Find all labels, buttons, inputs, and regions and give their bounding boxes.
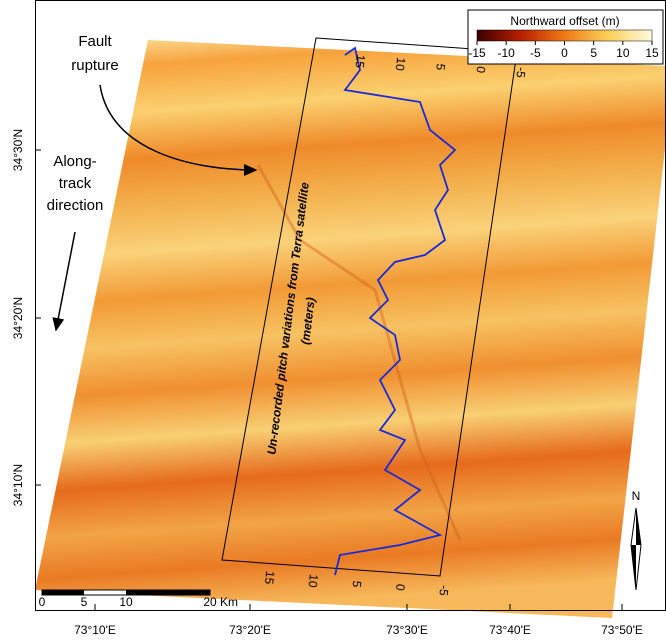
scale-bar-unit: Km <box>220 595 238 609</box>
colorbar-title: Northward offset (m) <box>510 14 619 28</box>
profile-tick-label: -5 <box>513 66 528 79</box>
scale-bar-segment <box>42 590 84 595</box>
colorbar-tick-label: -15 <box>468 46 486 60</box>
offset-image <box>35 40 666 618</box>
colorbar-tick-label: 10 <box>616 46 630 60</box>
colorbar-tick-label: -10 <box>497 46 515 60</box>
scale-bar-label: 0 <box>39 595 46 609</box>
pitch-profile <box>334 46 457 576</box>
annotation: rupture <box>71 57 119 74</box>
arrow <box>52 231 76 332</box>
lon-label: 73°40'E <box>489 623 531 637</box>
lat-label: 34°30'N <box>11 129 25 171</box>
profile-tick-label: 10 <box>305 573 321 588</box>
scale-bar-label: 5 <box>81 595 88 609</box>
scale-bar-label: 10 <box>119 595 133 609</box>
lon-label: 73°10'E <box>74 623 116 637</box>
colorbar-tick-label: 5 <box>590 46 597 60</box>
scale-bar-label: 20 <box>203 595 217 609</box>
lat-label: 34°10'N <box>11 464 25 506</box>
profile-tick-label: 15 <box>262 570 278 585</box>
scale-bar-segment <box>126 590 210 595</box>
lon-label: 73°30'E <box>386 623 428 637</box>
north-arrow <box>631 508 641 590</box>
colorbar <box>476 29 653 42</box>
north-label: N <box>632 489 641 503</box>
profile-tick-label: 10 <box>393 57 409 72</box>
annotation: Along- <box>53 153 96 170</box>
lon-label: 73°50'E <box>601 623 643 637</box>
colorbar-tick-label: 15 <box>645 46 659 60</box>
arrow <box>99 84 258 176</box>
fault-trace <box>256 164 462 541</box>
colorbar-tick-label: -5 <box>530 46 541 60</box>
profile-tick-label: -5 <box>436 584 451 597</box>
profile-tick-label: 15 <box>352 54 368 69</box>
lon-label: 73°20'E <box>229 623 271 637</box>
annotation: Fault <box>78 33 112 50</box>
profile-tick-label: 5 <box>349 580 364 589</box>
profile-tick-label: 0 <box>473 66 488 75</box>
lat-label: 34°20'N <box>11 297 25 339</box>
profile-tick-label: 5 <box>433 63 448 72</box>
annotation: track <box>59 175 92 192</box>
profile-tick-label: 0 <box>393 583 408 592</box>
colorbar-tick-label: 0 <box>561 46 568 60</box>
annotation: direction <box>47 197 104 214</box>
profile-label-line: (meters) <box>298 297 318 346</box>
profile-box <box>221 37 518 577</box>
